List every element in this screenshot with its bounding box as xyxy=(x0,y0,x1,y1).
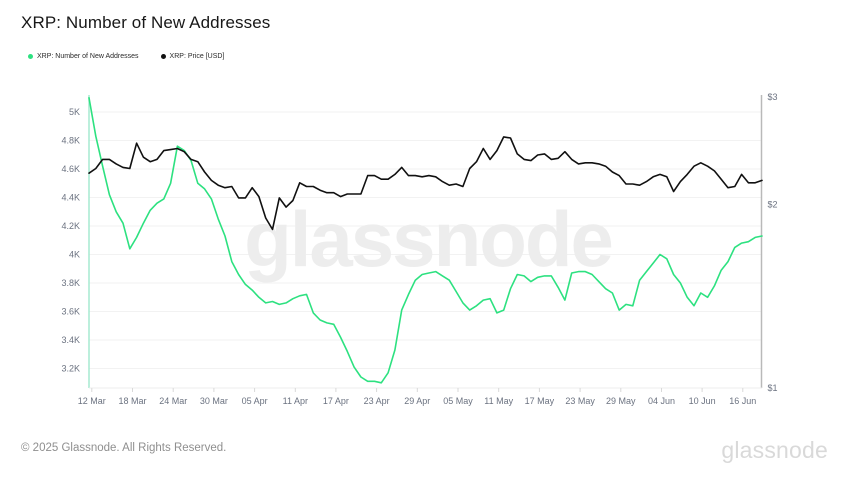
page-title: XRP: Number of New Addresses xyxy=(21,13,271,32)
x-axis-tick-label: 04 Jun xyxy=(648,396,675,406)
x-axis-tick-label: 18 Mar xyxy=(118,396,146,406)
footer-copyright: © 2025 Glassnode. All Rights Reserved. xyxy=(21,442,227,454)
x-axis-tick-label: 11 Apr xyxy=(283,396,308,406)
left-axis-tick-label: 4.4K xyxy=(61,193,80,203)
left-axis-tick-label: 3.8K xyxy=(61,278,80,288)
left-axis-tick-label: 3.4K xyxy=(61,335,80,345)
legend-label: XRP: Price [USD] xyxy=(169,53,225,60)
x-axis-tick-label: 30 Mar xyxy=(200,396,228,406)
left-axis-tick-label: 3.2K xyxy=(61,364,80,374)
x-axis-tick-label: 29 May xyxy=(606,396,636,406)
x-axis-tick-label: 12 Mar xyxy=(78,396,106,406)
chart-legend: XRP: Number of New Addresses XRP: Price [… xyxy=(28,53,224,60)
left-axis-tick-label: 4.6K xyxy=(61,164,80,174)
x-axis-tick-label: 17 Apr xyxy=(323,396,349,406)
legend-dot-icon xyxy=(28,54,33,59)
left-axis-tick-label: 4.2K xyxy=(61,221,80,231)
price-line[interactable] xyxy=(88,136,763,231)
left-axis-tick-label: 5K xyxy=(69,107,80,117)
glassnode-logo: glassnode xyxy=(721,437,828,463)
x-axis-tick-label: 17 May xyxy=(525,396,555,406)
chart-area: glassnode 5K 4.8K 4.6K 4.4K 4.2K 4K 3.8K 3.6K 3.4… xyxy=(0,0,850,430)
x-axis-tick-label: 11 May xyxy=(484,396,513,406)
x-axis-tick-label: 05 Apr xyxy=(242,396,268,406)
legend-label: XRP: Number of New Addresses xyxy=(37,53,139,60)
right-axis-tick-label: $1 xyxy=(768,383,778,393)
left-axis-tick-label: 3.6K xyxy=(61,307,80,317)
glassnode-watermark: glassnode xyxy=(244,195,612,283)
legend-dot-icon xyxy=(160,54,166,59)
new-addresses-line[interactable] xyxy=(88,97,763,384)
x-axis-tick-label: 23 Apr xyxy=(364,396,390,406)
x-axis-tick-label: 24 Mar xyxy=(159,396,187,406)
right-axis-tick-label: $2 xyxy=(768,199,778,209)
x-axis-tick-label: 10 Jun xyxy=(689,396,716,406)
chart-svg[interactable]: glassnode 5K 4.8K 4.6K 4.4K 4.2K 4K 3.8K 3.6K 3.4… xyxy=(0,0,850,430)
x-axis-tick-label: 23 May xyxy=(565,396,595,406)
legend-item-1[interactable]: XRP: Price [USD] xyxy=(160,53,225,60)
x-axis-tick-label: 16 Jun xyxy=(729,396,756,406)
left-axis-tick-label: 4K xyxy=(69,250,80,260)
x-axis-tick-label: 29 Apr xyxy=(404,396,430,406)
left-axis-tick-label: 4.8K xyxy=(61,136,80,146)
right-axis-tick-label: $3 xyxy=(768,92,778,102)
x-axis-tick-label: 05 May xyxy=(443,396,473,406)
legend-item-0[interactable]: XRP: Number of New Addresses xyxy=(28,53,139,60)
